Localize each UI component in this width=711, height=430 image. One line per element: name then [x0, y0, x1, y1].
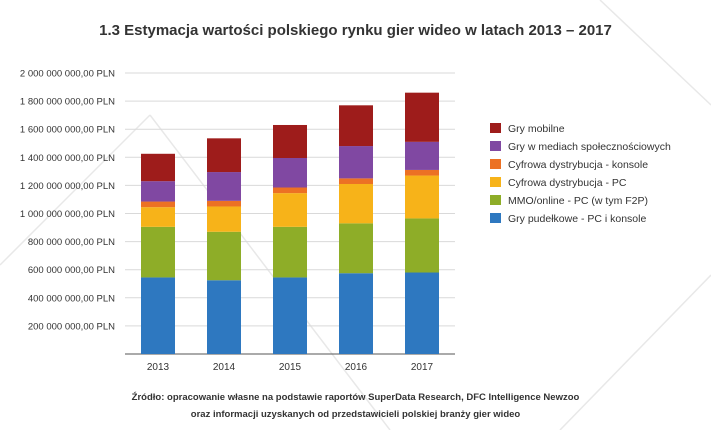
bar-segment-2015-series-2 [273, 193, 307, 227]
y-tick-label: 800 000 000,00 PLN [28, 237, 115, 248]
watermark-line [559, 274, 711, 430]
chart-title: 1.3 Estymacja wartości polskiego rynku g… [99, 22, 612, 39]
x-tick-label: 2017 [411, 362, 434, 373]
bar-segment-2013-series-1 [141, 226, 175, 278]
bar-segment-2016-series-2 [339, 183, 373, 224]
legend-label: Cyfrowa dystrybucja - konsole [508, 159, 648, 171]
y-tick-label: 1 200 000 000,00 PLN [20, 181, 115, 192]
y-tick-label: 1 400 000 000,00 PLN [20, 153, 115, 164]
legend-swatch [490, 195, 501, 205]
x-tick-label: 2015 [279, 362, 302, 373]
legend-label: Gry mobilne [508, 123, 565, 135]
y-tick-label: 1 000 000 000,00 PLN [20, 209, 115, 220]
bar-segment-2014-series-5 [207, 138, 241, 173]
bar-segment-2013-series-2 [141, 207, 175, 227]
legend-swatch [490, 141, 501, 151]
x-tick-label: 2014 [213, 362, 236, 373]
bar-segment-2017-series-0 [405, 272, 439, 354]
legend-swatch [490, 177, 501, 187]
bar-segment-2015-series-1 [273, 226, 307, 278]
legend-label: Gry pudełkowe - PC i konsole [508, 213, 646, 225]
bar-segment-2017-series-5 [405, 92, 439, 142]
bar-segment-2014-series-4 [207, 172, 241, 201]
watermark-line [599, 0, 711, 106]
legend-swatch [490, 159, 501, 169]
bar-segment-2013-series-0 [141, 277, 175, 354]
bar-segment-2016-series-4 [339, 146, 373, 179]
bar-segment-2014-series-1 [207, 231, 241, 281]
bar-segment-2016-series-1 [339, 223, 373, 274]
bar-segment-2015-series-5 [273, 124, 307, 159]
y-tick-label: 2 000 000 000,00 PLN [20, 69, 115, 80]
bar-segment-2017-series-1 [405, 218, 439, 273]
x-tick-label: 2016 [345, 362, 368, 373]
watermark-line [149, 114, 391, 430]
bar-segment-2013-series-4 [141, 181, 175, 202]
bar-segment-2014-series-3 [207, 200, 241, 207]
y-tick-label: 1 600 000 000,00 PLN [20, 125, 115, 136]
y-tick-label: 600 000 000,00 PLN [28, 265, 115, 276]
bar-segment-2015-series-4 [273, 158, 307, 188]
legend-swatch [490, 123, 501, 133]
source-note-line-2: oraz informacji uzyskanych od przedstawi… [190, 409, 521, 420]
legend-label: MMO/online - PC (w tym F2P) [508, 195, 648, 207]
bar-segment-2017-series-3 [405, 169, 439, 176]
bar-segment-2016-series-0 [339, 273, 373, 354]
y-tick-label: 200 000 000,00 PLN [28, 321, 115, 332]
bar-segment-2017-series-2 [405, 175, 439, 219]
bar-segment-2013-series-5 [141, 153, 175, 182]
bar-segment-2013-series-3 [141, 201, 175, 208]
bar-segment-2016-series-3 [339, 178, 373, 184]
x-tick-label: 2013 [147, 362, 170, 373]
bar-segment-2015-series-3 [273, 187, 307, 194]
bar-segment-2015-series-0 [273, 277, 307, 354]
watermark-line [0, 114, 151, 266]
bar-segment-2016-series-5 [339, 105, 373, 147]
legend-label: Gry w mediach społecznościowych [508, 141, 671, 153]
bar-segment-2017-series-4 [405, 141, 439, 170]
legend-swatch [490, 213, 501, 223]
bar-segment-2014-series-2 [207, 206, 241, 232]
y-tick-label: 1 800 000 000,00 PLN [20, 97, 115, 108]
y-tick-label: 400 000 000,00 PLN [28, 293, 115, 304]
legend-label: Cyfrowa dystrybucja - PC [508, 177, 627, 189]
bar-segment-2014-series-0 [207, 280, 241, 354]
source-note-line-1: Źródło: opracowanie własne na podstawie … [131, 392, 580, 403]
